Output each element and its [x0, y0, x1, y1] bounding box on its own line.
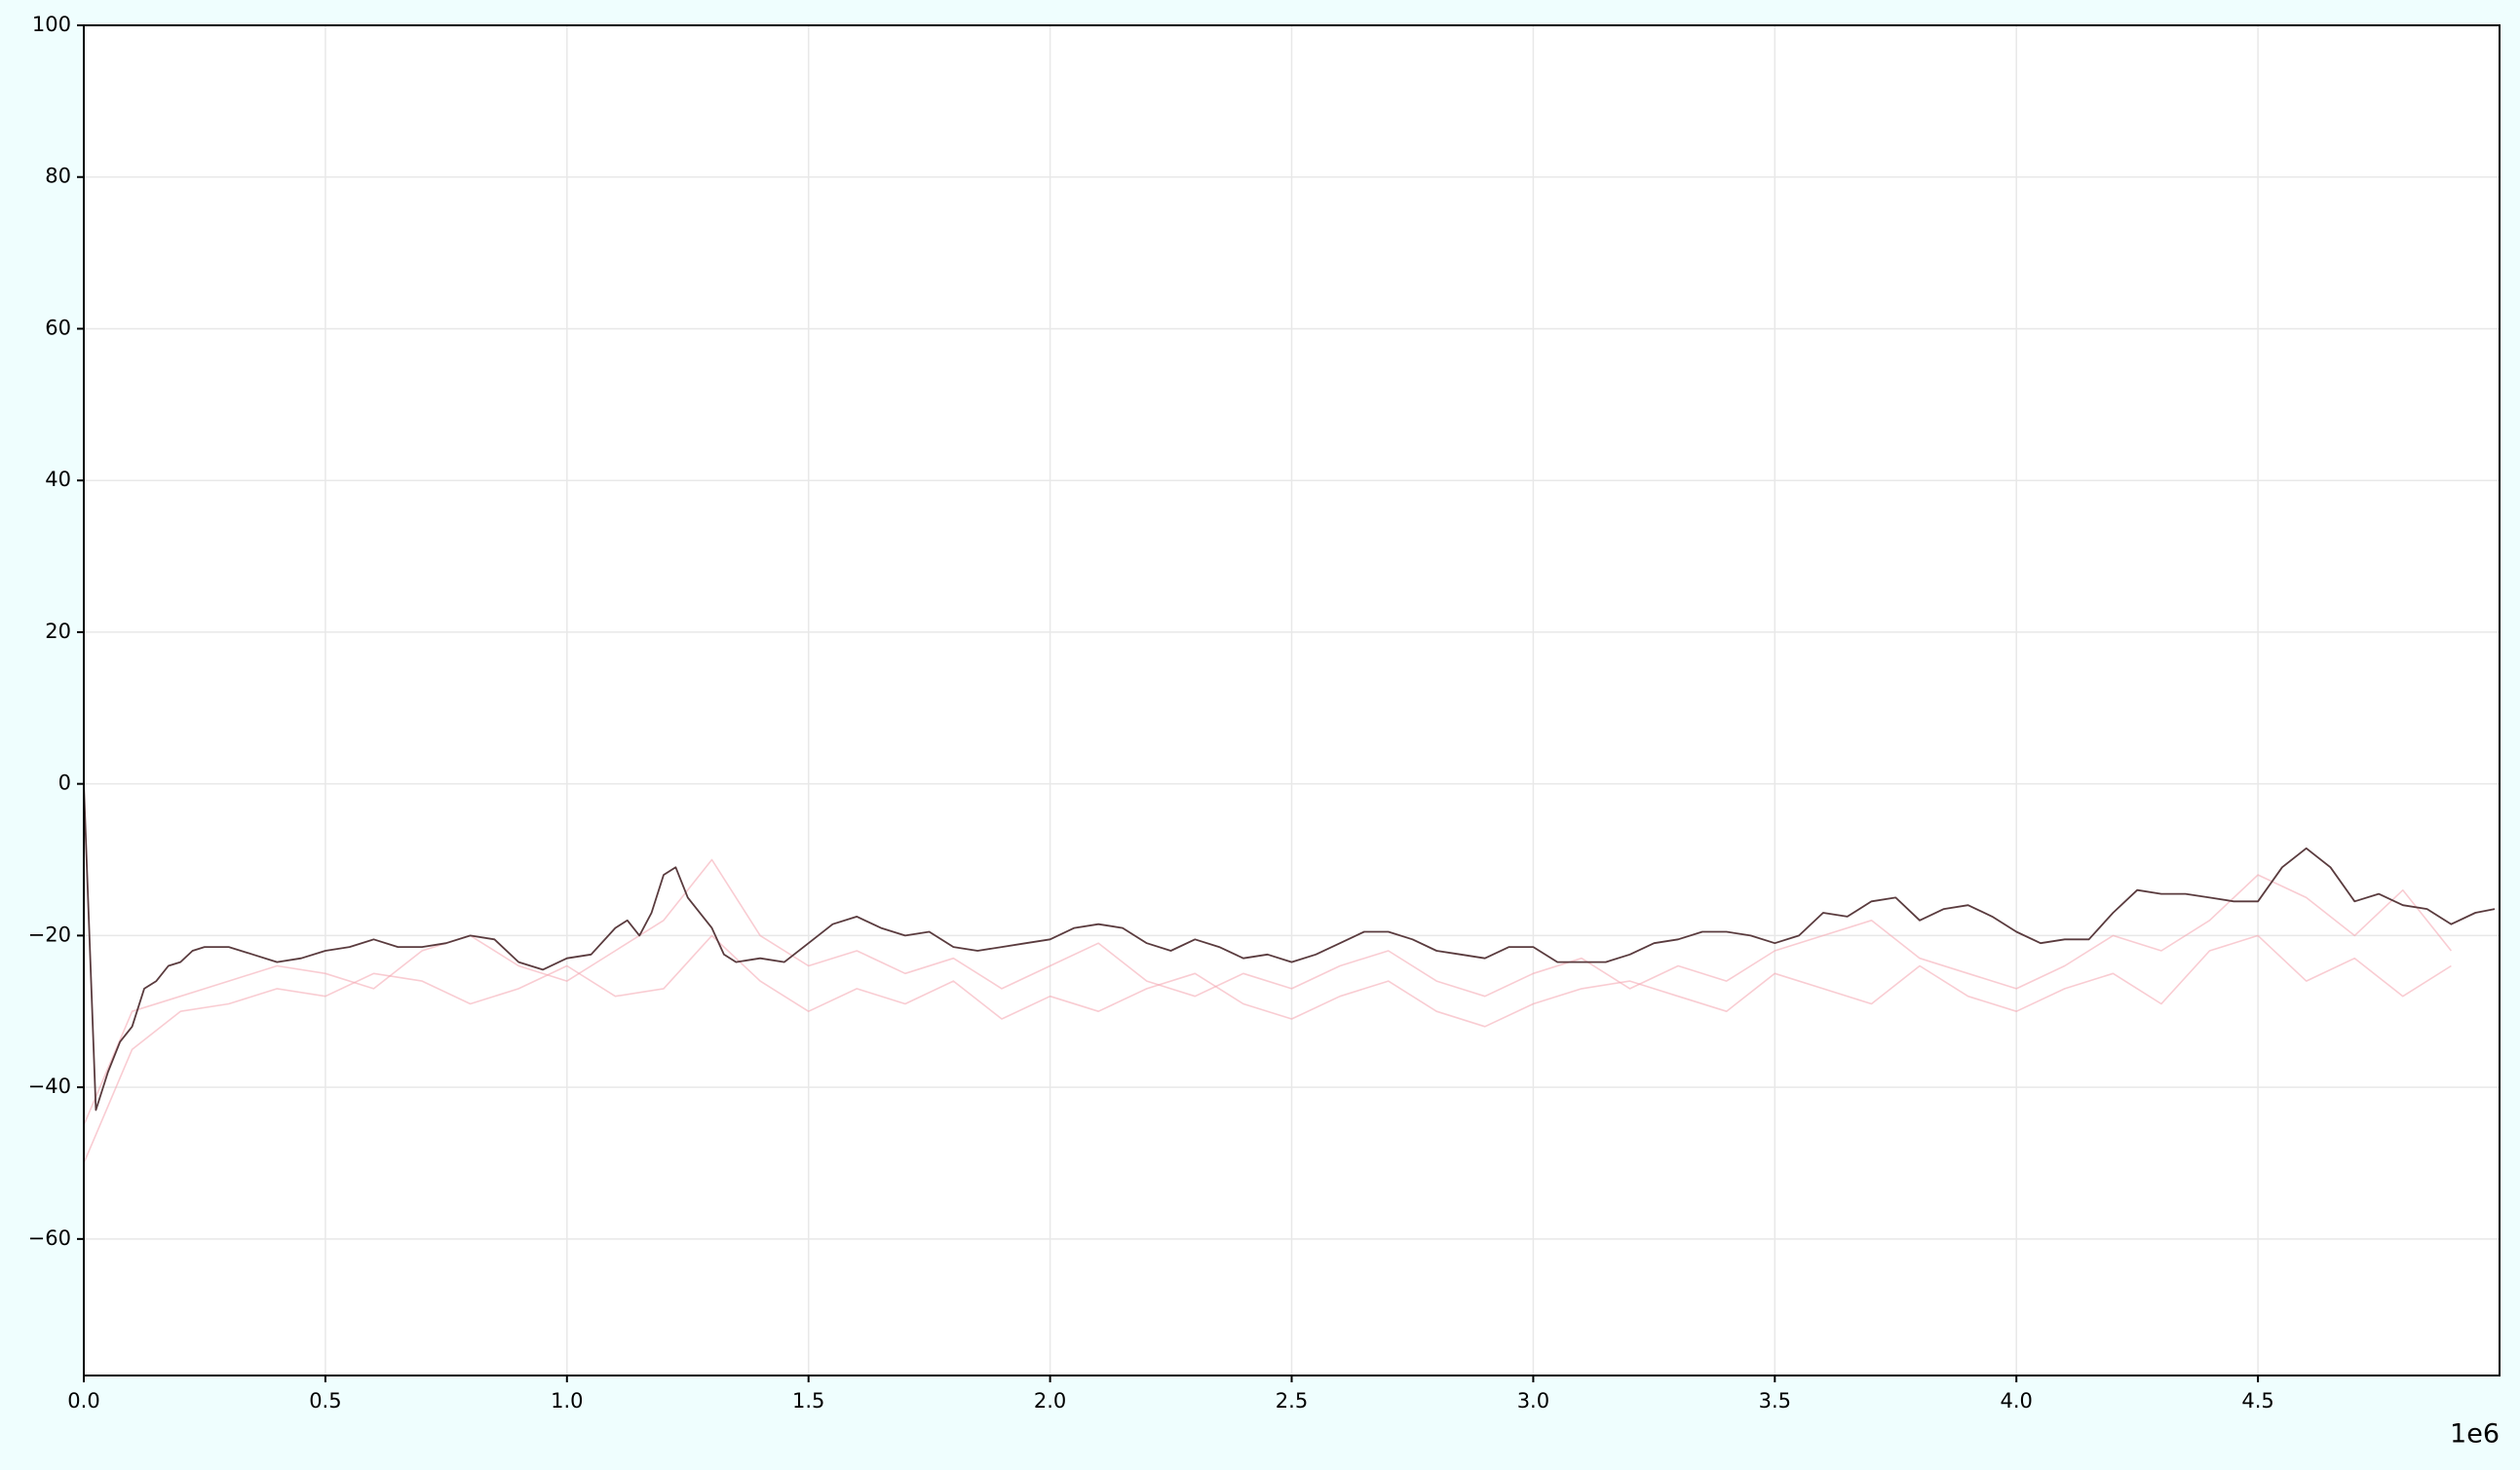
y-tick-label: 60: [45, 316, 71, 339]
x-tick-label: 1.0: [551, 1389, 583, 1413]
x-tick-label: 0.0: [67, 1389, 99, 1413]
x-tick-label: 4.5: [2241, 1389, 2273, 1413]
x-tick-label: 1.5: [792, 1389, 824, 1413]
x-tick-label: 3.5: [1759, 1389, 1791, 1413]
y-tick-label: −40: [28, 1074, 71, 1098]
y-tick-label: 80: [45, 165, 71, 188]
lines: [83, 783, 2496, 1164]
x-tick-label: 2.5: [1276, 1389, 1308, 1413]
x-tick-label: 4.0: [2000, 1389, 2032, 1413]
x-offset-label: 1e6: [2450, 1419, 2500, 1450]
x-tick-label: 3.0: [1517, 1389, 1549, 1413]
series-line: [83, 783, 2496, 1112]
y-tick-label: −60: [28, 1226, 71, 1250]
x-tick-label: 0.5: [309, 1389, 341, 1413]
ticks: −60 −40 −20 0 20 40 60 80 100 0.0 0.5 1.0 1.5 2.0 2.5 3…: [28, 13, 2274, 1413]
y-tick-label: 100: [32, 13, 71, 36]
y-tick-label: 0: [58, 772, 71, 795]
series-line: [83, 934, 2452, 1164]
y-tick-label: −20: [28, 923, 71, 946]
x-tick-label: 2.0: [1034, 1389, 1066, 1413]
series-line: [83, 858, 2453, 1126]
y-tick-label: 40: [45, 468, 71, 491]
y-tick-label: 20: [45, 620, 71, 643]
